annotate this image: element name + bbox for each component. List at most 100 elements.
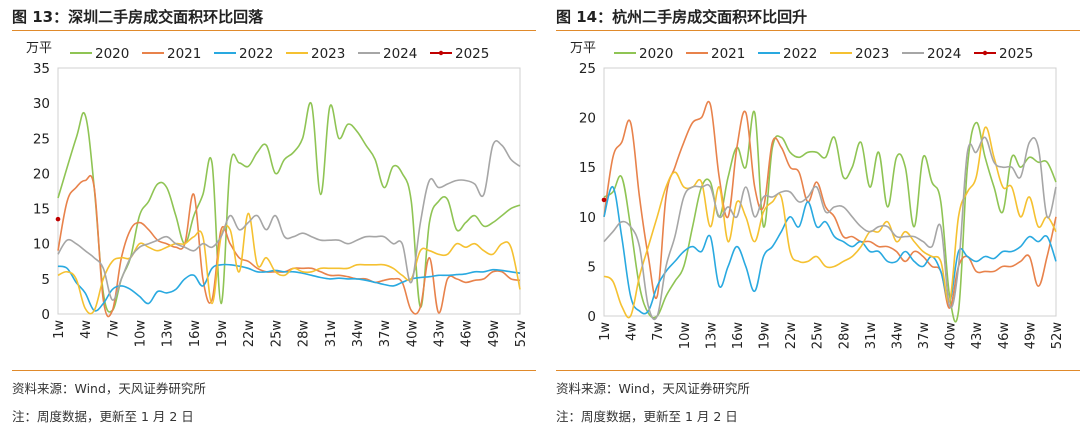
- source-divider: [556, 370, 1080, 371]
- legend-item-2025: 2025: [430, 46, 489, 62]
- x-tick-label: 40w: [405, 320, 420, 348]
- legend-label: 2024: [927, 46, 961, 62]
- x-tick-label: 25w: [269, 320, 284, 348]
- x-tick-label: 37w: [917, 322, 932, 350]
- legend-label: 2022: [783, 46, 817, 62]
- y-tick-label: 15: [579, 160, 596, 176]
- x-tick-label: 43w: [433, 320, 448, 348]
- y-tick-label: 15: [33, 202, 50, 218]
- y-tick-label: 30: [33, 96, 50, 112]
- y-tick-label: 25: [33, 131, 50, 147]
- series-line-2023: [603, 126, 1057, 319]
- x-tick-label: 28w: [837, 322, 852, 350]
- legend-item-2023: 2023: [830, 46, 889, 62]
- x-tick-label: 4w: [79, 320, 94, 339]
- x-tick-label: 52w: [514, 320, 529, 348]
- line-chart-shenzhen: 万平 2020 2021 2022 2023 2024 202505101520253035…: [26, 41, 529, 348]
- x-tick-label: 52w: [1050, 322, 1065, 350]
- legend-label: 2023: [311, 46, 345, 62]
- legend-label: 2020: [639, 46, 673, 62]
- series-line-2024: [57, 139, 521, 301]
- legend-item-2024: 2024: [358, 46, 417, 62]
- legend-item-2025: 2025: [974, 46, 1033, 62]
- y-tick-label: 10: [33, 237, 50, 253]
- legend-item-2023: 2023: [286, 46, 345, 62]
- chart-title: 图 13：深圳二手房成交面积环比回落: [12, 8, 264, 26]
- x-tick-label: 25w: [811, 322, 826, 350]
- legend-label: 2025: [455, 46, 489, 62]
- series-line-2020: [603, 110, 1057, 323]
- x-tick-label: 13w: [704, 322, 719, 350]
- legend-item-2021: 2021: [686, 46, 745, 62]
- legend-label: 2021: [711, 46, 745, 62]
- x-tick-label: 31w: [324, 320, 339, 348]
- x-tick-label: 7w: [651, 322, 666, 341]
- legend-label: 2020: [95, 46, 129, 62]
- chart-title: 图 14：杭州二手房成交面积环比回升: [556, 8, 808, 26]
- x-tick-label: 46w: [460, 320, 475, 348]
- x-tick-label: 1w: [598, 322, 613, 341]
- footnote: 注：周度数据，更新至 1 月 2 日: [556, 409, 738, 424]
- legend-label: 2024: [383, 46, 417, 62]
- x-tick-label: 22w: [784, 322, 799, 350]
- series-line-2021: [57, 175, 521, 318]
- legend-item-2021: 2021: [142, 46, 201, 62]
- y-tick-label: 5: [587, 259, 596, 275]
- y-axis-unit-label: 万平: [570, 41, 596, 56]
- x-tick-label: 22w: [242, 320, 257, 348]
- title-divider: [12, 30, 536, 31]
- legend-marker: [982, 50, 988, 56]
- footnote: 注：周度数据，更新至 1 月 2 日: [12, 409, 194, 424]
- chart-panel-shenzhen: 图 13：深圳二手房成交面积环比回落 万平 2020 2021 2022 2023 202…: [12, 0, 536, 429]
- x-tick-label: 16w: [188, 320, 203, 348]
- legend-item-2022: 2022: [214, 46, 273, 62]
- source-note: 资料来源：Wind，天风证券研究所: [556, 381, 750, 396]
- y-tick-label: 5: [41, 272, 50, 288]
- legend-marker: [438, 50, 444, 56]
- x-tick-label: 19w: [215, 320, 230, 348]
- legend-label: 2025: [999, 46, 1033, 62]
- legend-item-2020: 2020: [70, 46, 129, 62]
- legend-label: 2023: [855, 46, 889, 62]
- x-tick-label: 34w: [891, 322, 906, 350]
- x-tick-label: 4w: [625, 322, 640, 341]
- y-tick-label: 25: [579, 61, 596, 77]
- legend-label: 2021: [167, 46, 201, 62]
- x-tick-label: 37w: [378, 320, 393, 348]
- legend-item-2024: 2024: [902, 46, 961, 62]
- plot-area-frame: [603, 67, 1057, 317]
- x-tick-label: 1w: [52, 320, 67, 339]
- x-tick-label: 49w: [487, 320, 502, 348]
- y-tick-label: 35: [33, 61, 50, 77]
- series-line-2022: [603, 186, 1057, 315]
- y-tick-label: 20: [579, 111, 596, 127]
- y-tick-label: 0: [41, 307, 50, 323]
- series-line-2020: [57, 101, 521, 313]
- x-tick-label: 13w: [161, 320, 176, 348]
- x-tick-label: 31w: [864, 322, 879, 350]
- x-tick-label: 7w: [106, 320, 121, 339]
- x-tick-label: 10w: [678, 322, 693, 350]
- legend-item-2020: 2020: [614, 46, 673, 62]
- title-divider: [556, 30, 1080, 31]
- x-tick-label: 19w: [758, 322, 773, 350]
- x-tick-label: 34w: [351, 320, 366, 348]
- series-line-2023: [57, 212, 521, 315]
- x-tick-label: 46w: [997, 322, 1012, 350]
- plot-area-frame: [57, 67, 521, 315]
- x-tick-label: 10w: [134, 320, 149, 348]
- source-note: 资料来源：Wind，天风证券研究所: [12, 381, 206, 396]
- x-tick-label: 40w: [944, 322, 959, 350]
- y-tick-label: 10: [579, 210, 596, 226]
- series-point-2025: [601, 197, 607, 203]
- series-line-2024: [603, 136, 1057, 321]
- x-tick-label: 49w: [1023, 322, 1038, 350]
- y-tick-label: 20: [33, 166, 50, 182]
- series-line-2021: [603, 100, 1057, 309]
- x-tick-label: 43w: [970, 322, 985, 350]
- y-axis-unit-label: 万平: [26, 41, 52, 56]
- legend-label: 2022: [239, 46, 273, 62]
- series-point-2025: [55, 216, 61, 222]
- source-divider: [12, 370, 536, 371]
